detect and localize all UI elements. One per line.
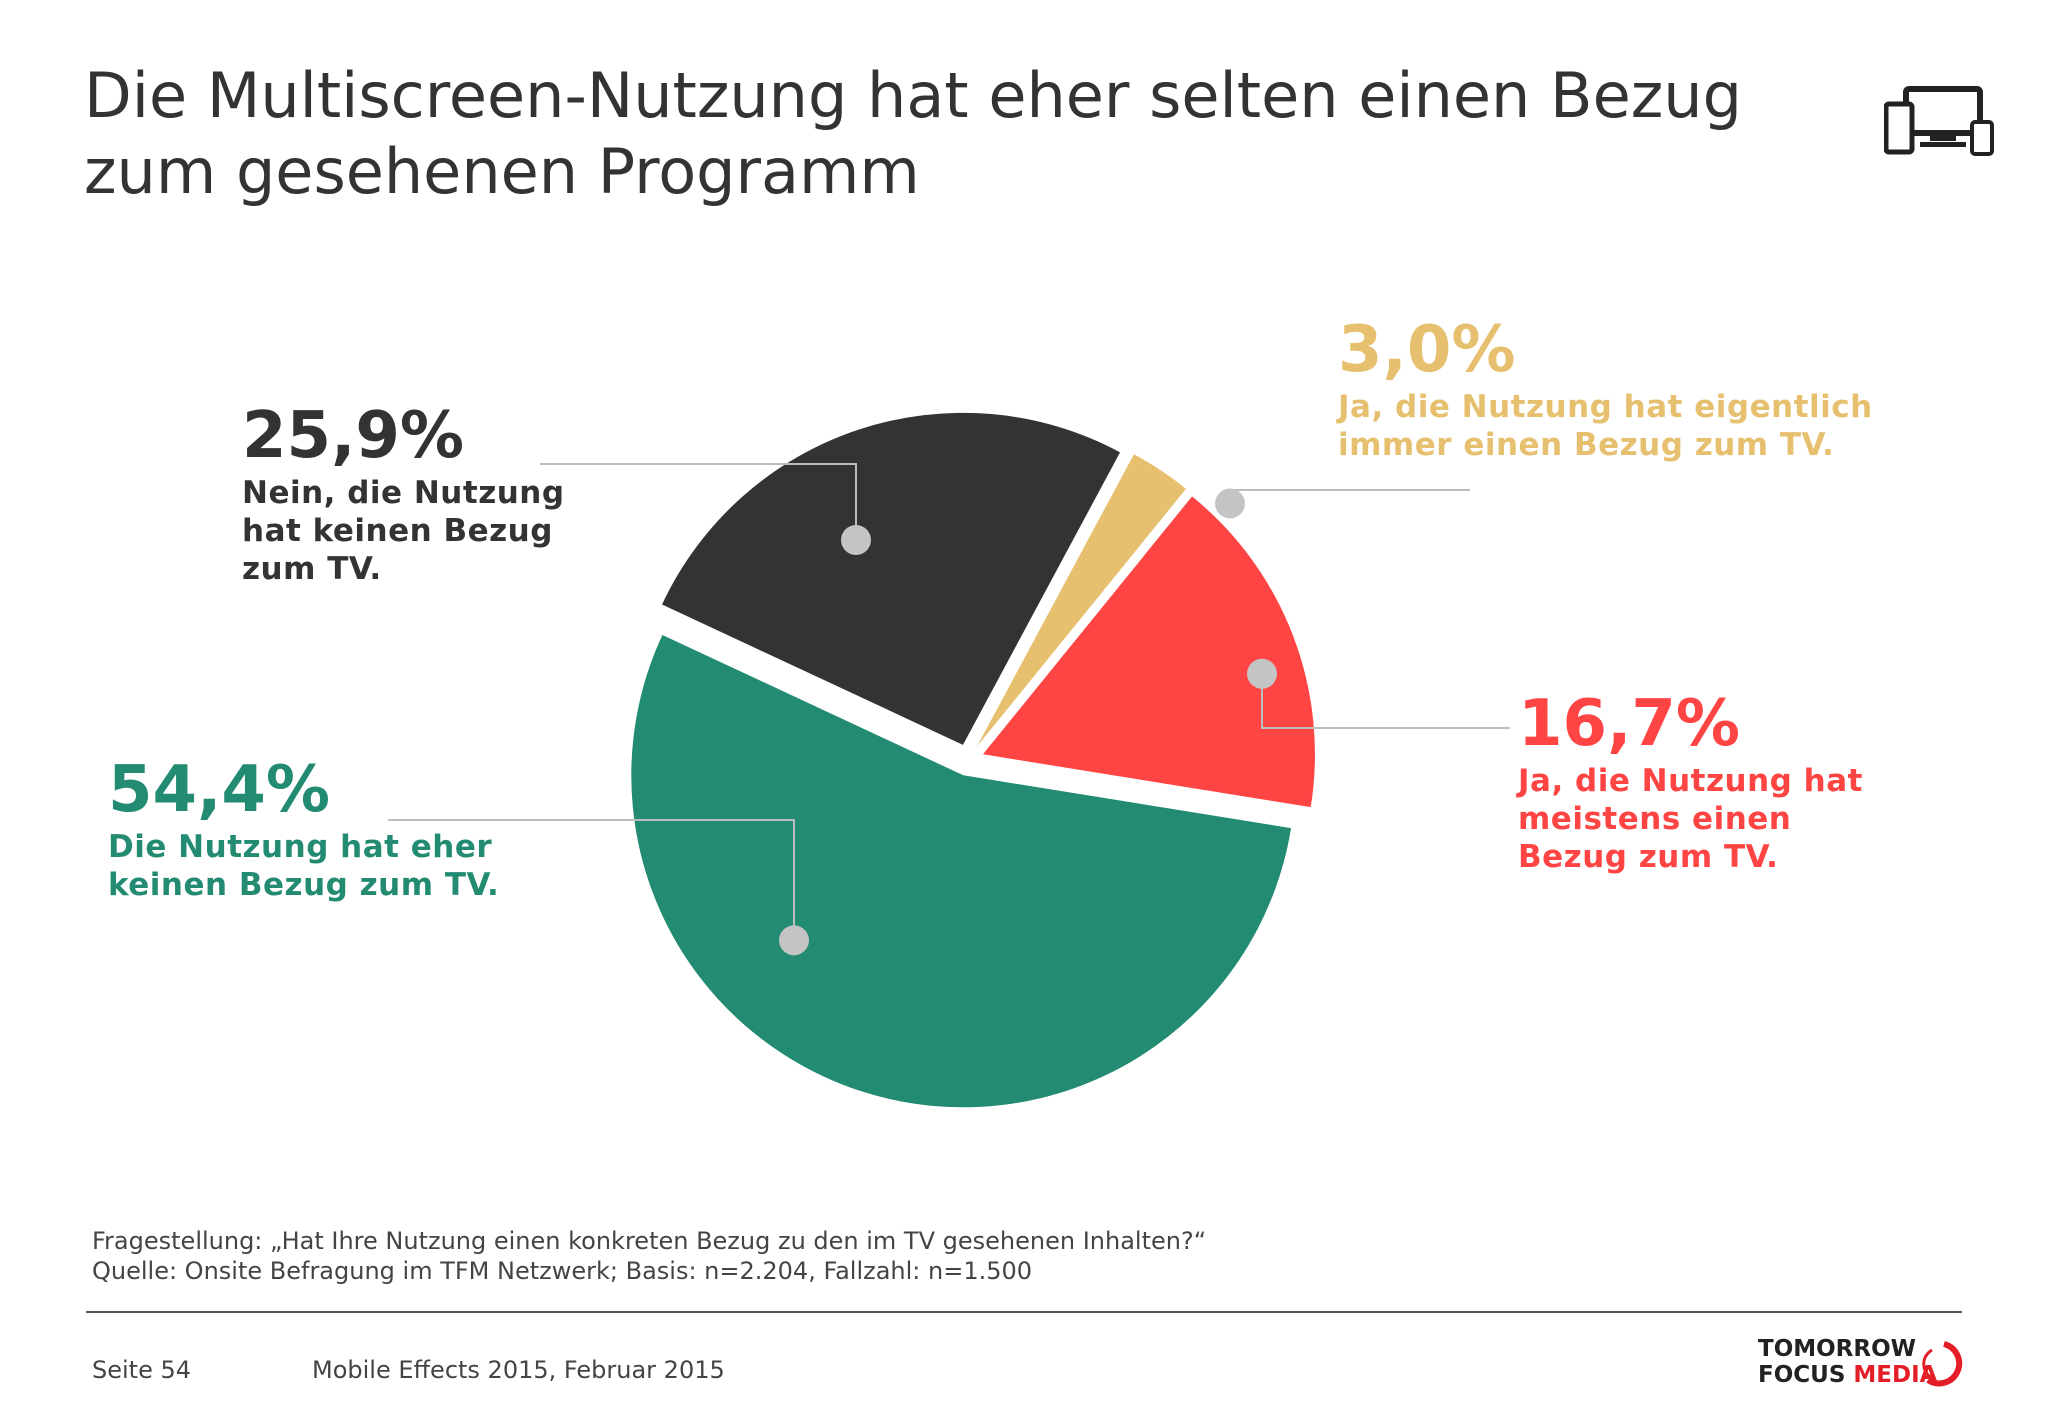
logo-focus: FOCUS [1758,1362,1854,1388]
label-ja-immer: 3,0% Ja, die Nutzung hat eigentlich imme… [1338,312,1898,464]
pct-ja-meistens: 16,7% [1518,687,1741,761]
slice-ja-immer-marker-dot [1215,488,1245,519]
desc-ja-meistens: Ja, die Nutzung hat meistens einen Bezug… [1518,763,1863,875]
desc-nein: Nein, die Nutzung hat keinen Bezug zum T… [242,475,565,587]
logo-line1: TOMORROW [1758,1336,1917,1362]
multiscreen-devices-icon [1884,86,1994,156]
logo-ring-icon [1922,1341,1963,1387]
pct-eher-keinen: 54,4% [108,753,331,827]
slice-eher-keinen [631,634,1292,1108]
slice-ja-immer [976,454,1186,747]
slice-nein-marker-dot [841,525,871,556]
page-title: Die Multiscreen-Nutzung hat eher selten … [84,59,1742,208]
slice-ja-meistens-marker-dot [1247,658,1277,689]
slice-eher-keinen-marker-dot [779,925,809,956]
pct-nein: 25,9% [242,399,465,473]
pct-ja-immer: 3,0% [1338,313,1516,387]
label-eher-keinen: 54,4% Die Nutzung hat eher keinen Bezug … [108,752,508,904]
company-logo: TOMORROW FOCUS MEDIA [1758,1336,1968,1390]
footnote: Fragestellung: „Hat Ihre Nutzung einen k… [92,1226,1206,1286]
desc-eher-keinen: Die Nutzung hat eher keinen Bezug zum TV… [108,829,500,903]
slice-ja-meistens [982,496,1315,808]
logo-line2: FOCUS MEDIA [1758,1362,1937,1388]
label-nein: 25,9% Nein, die Nutzung hat keinen Bezug… [242,398,582,588]
footer-divider [86,1311,1962,1313]
label-ja-meistens: 16,7% Ja, die Nutzung hat meistens einen… [1518,686,1898,876]
slice-eher-keinen-leader-line [388,819,795,941]
desc-ja-immer: Ja, die Nutzung hat eigentlich immer ein… [1338,389,1873,463]
footnote-source: Quelle: Onsite Befragung im TFM Netzwerk… [92,1257,1033,1285]
slice-nein [662,412,1121,745]
page-number: Seite 54 [92,1356,192,1384]
report-name: Mobile Effects 2015, Februar 2015 [312,1356,725,1384]
slice-ja-immer-leader-line [1229,489,1470,504]
footnote-question: Fragestellung: „Hat Ihre Nutzung einen k… [92,1227,1207,1255]
slice-ja-meistens-leader-line [1261,673,1510,729]
slice-nein-leader-line [540,463,857,541]
